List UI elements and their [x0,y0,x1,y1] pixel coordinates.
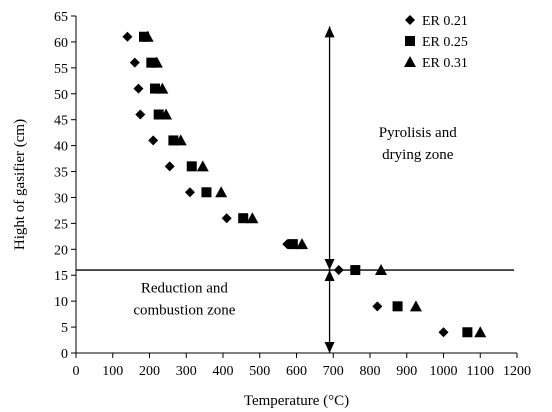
data-point-square [138,31,149,42]
x-tick-label: 800 [360,364,381,379]
data-point-square [146,57,157,68]
data-point-triangle [246,212,259,224]
data-point-diamond [122,31,133,42]
arrow-to-boundary-down [324,259,335,271]
x-tick-label: 900 [396,364,417,379]
y-tick-label: 55 [54,62,68,77]
data-point-square [392,301,403,312]
data-point-diamond [164,161,175,172]
y-axis-title: Hight of gasifier (cm) [12,119,28,250]
data-point-triangle [174,134,187,146]
x-tick-label: 1100 [467,364,494,379]
legend-marker-triangle [404,56,416,67]
data-point-triangle [296,238,309,250]
data-point-triangle [474,326,487,338]
legend-label: ER 0.31 [422,56,468,71]
data-point-triangle [196,160,209,172]
series-2 [138,31,473,338]
x-tick-label: 1200 [503,364,531,379]
arrow-bottom [324,342,335,353]
arrow-top [324,26,335,38]
data-point-square [350,265,361,276]
data-point-diamond [372,301,383,312]
data-point-square [153,109,164,120]
legend: ER 0.21 ER 0.25 ER 0.31 [404,14,468,71]
data-point-square [462,327,473,338]
data-point-triangle [141,30,154,42]
data-point-diamond [333,265,344,276]
series-1 [122,31,449,338]
y-tick-label: 60 [54,36,68,51]
series-3 [141,30,487,338]
annotations: Pyrolisis and drying zone Reduction and com… [133,125,457,319]
x-tick-label: 200 [139,364,160,379]
x-tick-label: 0 [73,364,80,379]
y-tick-label: 45 [54,114,68,129]
legend-label: ER 0.21 [422,14,468,29]
x-tick-label: 400 [213,364,234,379]
x-tick-label: 600 [286,364,307,379]
legend-item: ER 0.25 [405,35,468,50]
annotation-text: Reduction and [141,281,229,297]
annotation-text: Pyrolisis and [379,125,457,141]
y-tick-label: 0 [61,347,68,362]
x-tick-label: 1000 [430,364,458,379]
y-tick-label: 5 [61,321,68,336]
data-point-diamond [133,83,144,94]
x-tick-label: 100 [102,364,123,379]
x-tick-label: 500 [249,364,270,379]
data-point-triangle [375,264,388,276]
data-point-triangle [409,300,422,312]
data-point-diamond [221,213,232,224]
data-point-square [168,135,179,146]
y-tick-label: 30 [54,191,68,206]
data-point-square [238,213,249,224]
reference-lines [76,26,514,353]
legend-marker-square [405,36,415,46]
data-point-square [287,239,298,250]
data-point-triangle [160,108,173,120]
data-point-diamond [129,57,140,68]
axes: 0 5 10 15 20 25 30 35 40 45 50 55 60 65 0 100 200 300 400 5… [54,10,531,379]
data-point-square [186,161,197,172]
legend-item: ER 0.21 [405,14,468,29]
data-points [122,30,487,338]
x-axis-title: Temperature (°C) [244,393,349,409]
data-point-diamond [438,327,449,338]
y-tick-label: 20 [54,243,68,258]
data-point-square [201,187,212,198]
data-point-diamond [184,187,195,198]
y-tick-label: 40 [54,140,68,155]
x-tick-label: 300 [176,364,197,379]
annotation-text: drying zone [382,147,454,163]
data-point-triangle [150,56,163,68]
legend-item: ER 0.31 [404,56,468,71]
y-tick-label: 65 [54,10,68,25]
data-point-triangle [156,82,169,94]
data-point-triangle [215,186,228,198]
y-tick-label: 50 [54,88,68,103]
data-point-diamond [148,135,159,146]
data-point-diamond [135,109,146,120]
legend-label: ER 0.25 [422,35,468,50]
y-tick-label: 35 [54,166,68,181]
y-tick-label: 25 [54,217,68,232]
legend-marker-diamond [405,15,415,25]
y-tick-label: 10 [54,295,68,310]
x-tick-label: 700 [323,364,344,379]
y-tick-label: 15 [54,269,68,284]
arrow-to-boundary-up [324,270,335,282]
data-point-square [150,83,161,94]
annotation-text: combustion zone [133,303,235,319]
